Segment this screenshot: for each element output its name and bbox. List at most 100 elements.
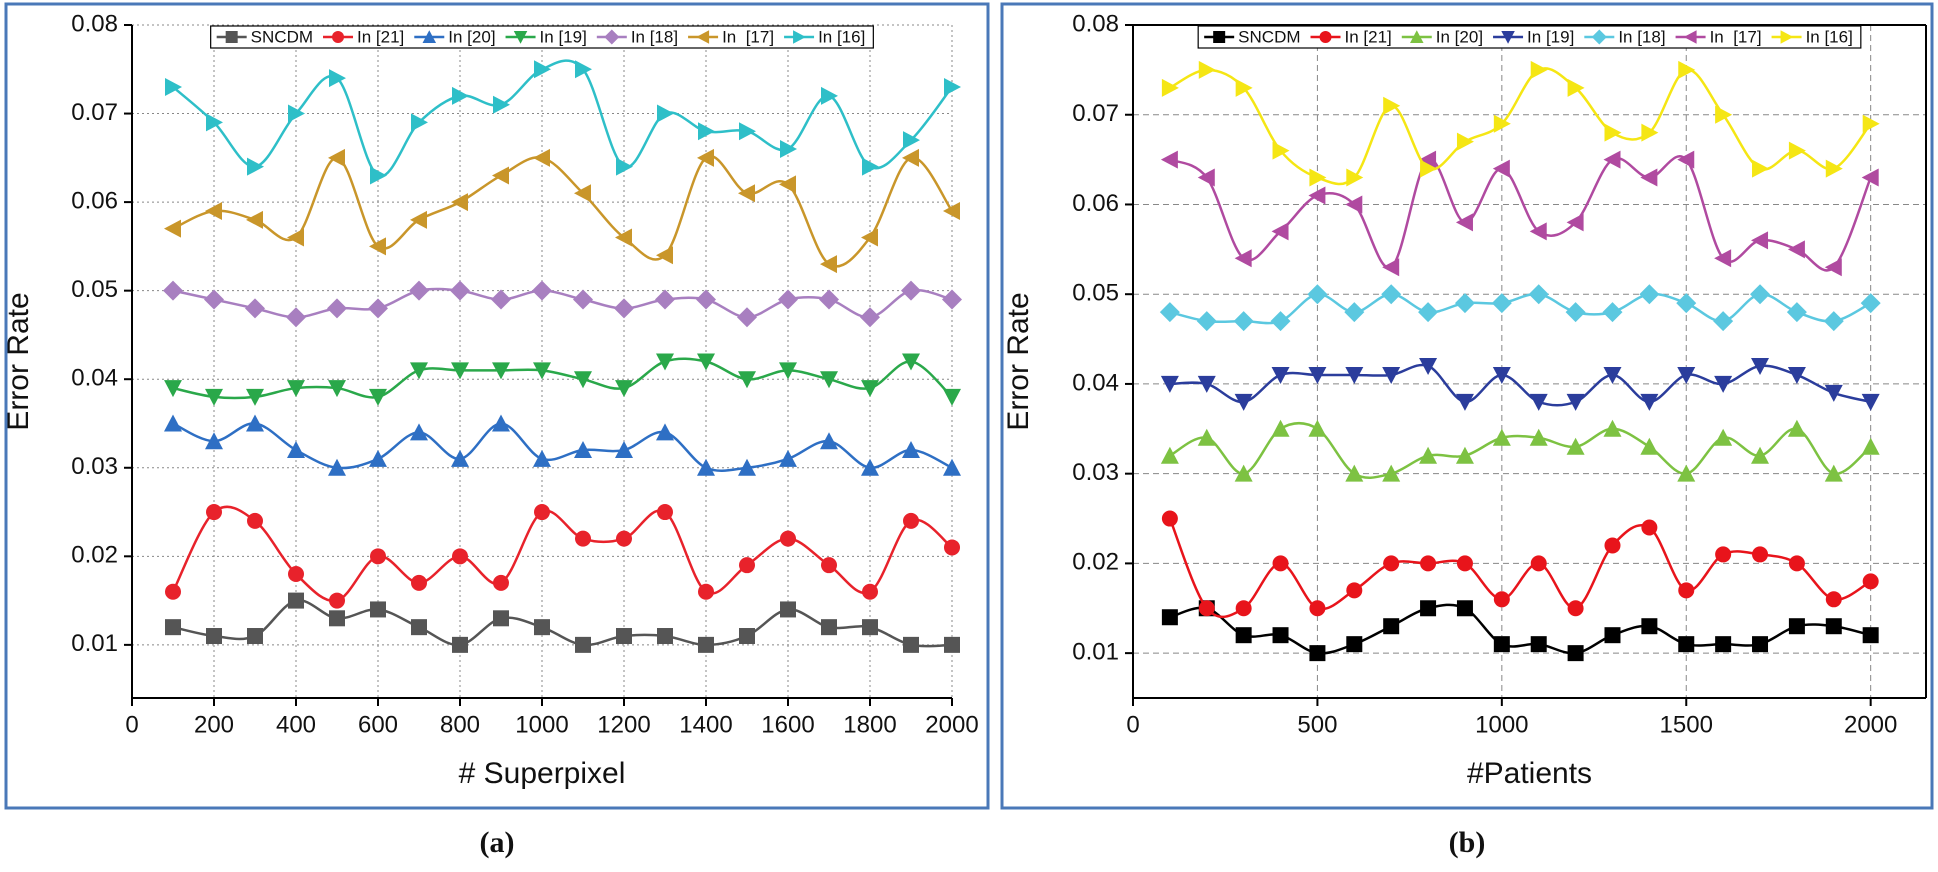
marker (821, 86, 838, 105)
x-tick-label: 200 (194, 711, 234, 738)
marker (204, 289, 224, 310)
y-axis-label: Error Rate (2, 292, 35, 430)
series-line (172, 154, 954, 268)
y-tick-label: 0.07 (71, 99, 118, 126)
marker (1346, 582, 1363, 599)
marker (1160, 150, 1178, 169)
marker (657, 104, 674, 123)
marker (1420, 600, 1437, 617)
marker (861, 228, 878, 247)
marker (779, 175, 796, 194)
marker (1345, 366, 1364, 384)
legend-item: SNCDM (1204, 27, 1301, 46)
marker (1233, 311, 1254, 332)
marker (1640, 168, 1658, 187)
marker (737, 307, 757, 328)
marker (1345, 464, 1364, 482)
marker (288, 566, 304, 583)
marker (1676, 293, 1697, 314)
chart: 0.01 0.02 0.03 0.04 0.05 0.06 0.07 0.08 0 500 1000… (1002, 10, 1927, 790)
marker (1603, 419, 1622, 437)
y-tick-label: 0.03 (71, 453, 118, 480)
marker (1161, 510, 1178, 527)
marker (1271, 419, 1290, 437)
marker (1196, 311, 1217, 332)
marker (1161, 78, 1179, 97)
legend-item: In [16] (784, 27, 865, 46)
marker (246, 388, 264, 406)
legend-label: SNCDM (1238, 27, 1300, 46)
marker (164, 414, 182, 432)
marker (1454, 293, 1475, 314)
legend-label: In [17] (1710, 27, 1762, 46)
marker (604, 29, 620, 45)
y-tick-label: 0.08 (71, 10, 118, 37)
marker (411, 113, 428, 132)
marker (369, 449, 387, 467)
marker (1714, 428, 1733, 446)
legend-label: In [20] (1436, 27, 1483, 46)
marker (944, 77, 961, 96)
marker (1530, 636, 1547, 653)
marker (1751, 231, 1769, 250)
marker (165, 583, 181, 600)
marker (1715, 105, 1733, 124)
marker (1419, 150, 1437, 169)
marker (1198, 60, 1216, 79)
y-tick-label: 0.05 (71, 276, 118, 303)
marker (861, 380, 879, 398)
marker (698, 583, 714, 600)
marker (862, 157, 879, 176)
marker (1382, 258, 1400, 277)
x-tick-label: 400 (276, 711, 316, 738)
marker (1566, 437, 1585, 455)
marker (1456, 555, 1473, 572)
marker (370, 548, 386, 565)
marker (1197, 375, 1216, 393)
marker (615, 441, 633, 459)
marker (411, 619, 427, 636)
marker (206, 628, 222, 645)
marker (1271, 366, 1290, 384)
marker (1197, 428, 1216, 446)
marker (616, 628, 632, 645)
marker (1824, 258, 1842, 277)
marker (288, 592, 304, 609)
marker (942, 289, 962, 310)
marker (697, 458, 715, 476)
marker (696, 289, 716, 310)
marker (1235, 600, 1252, 617)
marker (821, 557, 837, 574)
marker (206, 113, 223, 132)
marker (332, 31, 345, 43)
marker (329, 69, 346, 88)
marker (1197, 168, 1215, 187)
marker (533, 449, 551, 467)
marker (793, 30, 806, 44)
x-tick-label: 0 (125, 711, 138, 738)
marker (1683, 30, 1697, 44)
marker (1419, 446, 1438, 464)
marker (1270, 311, 1291, 332)
marker (1787, 240, 1805, 259)
marker (369, 237, 386, 256)
x-tick-label: 0 (1126, 711, 1139, 738)
x-tick-label: 500 (1297, 711, 1337, 738)
marker (1825, 159, 1843, 178)
marker (1824, 384, 1843, 402)
marker (1382, 464, 1401, 482)
marker (534, 619, 550, 636)
marker (1161, 609, 1178, 626)
marker (1640, 437, 1659, 455)
marker (206, 504, 222, 521)
legend-label: In [19] (1527, 27, 1574, 46)
marker (246, 210, 263, 229)
y-tick-label: 0.05 (1072, 280, 1119, 307)
marker (245, 298, 265, 319)
marker (1714, 249, 1732, 268)
marker (1419, 357, 1438, 375)
marker (903, 131, 920, 150)
marker (1159, 302, 1180, 323)
marker (1823, 311, 1844, 332)
